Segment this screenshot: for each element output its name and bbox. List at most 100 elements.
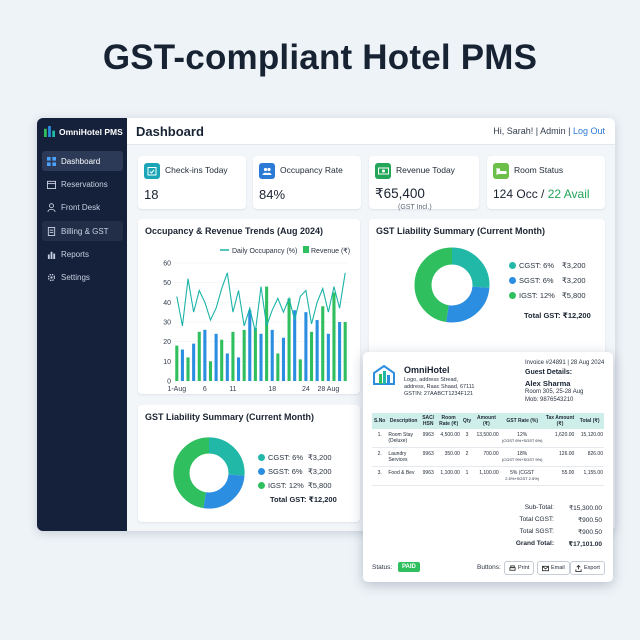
gst-value: ₹5,800: [308, 481, 332, 490]
cell-sac: 9963: [420, 447, 437, 467]
donut-slice: [414, 247, 490, 323]
revenue-bar: [253, 327, 257, 381]
cell-gst-rate: 18% (CGST 9%+SGST 9%): [499, 447, 545, 467]
invoice-address-1: Logo, address Stread,: [404, 377, 459, 383]
buttons-label: Buttons:: [477, 564, 501, 571]
table-row: 2. Laundry Services 9963 350.00 2 700.00…: [372, 447, 604, 467]
gst-card-title: GST Liability Summary (Current Month): [145, 412, 315, 422]
column-header: Qty: [460, 413, 474, 429]
bar-chart-icon: [47, 251, 56, 260]
total-value: ₹900.50: [577, 529, 602, 536]
revenue-bar: [276, 353, 280, 381]
cell-sno: 1.: [372, 429, 388, 448]
revenue-bar: [309, 331, 314, 381]
y-tick-label: 40: [163, 300, 171, 307]
revenue-bar: [326, 333, 330, 381]
cell-rate: 350.00: [436, 447, 461, 467]
gst-value: ₹3,200: [308, 467, 332, 476]
gst-value: ₹5,800: [562, 291, 586, 300]
print-button[interactable]: Print: [504, 561, 535, 575]
email-button[interactable]: Email: [537, 561, 570, 575]
value-separator: /: [537, 187, 548, 201]
revenue-bar: [180, 349, 184, 381]
cell-tax: 126.00: [544, 447, 576, 467]
cell-gst-rate: 12% (CGST 6%+SGST 6%): [499, 429, 545, 448]
gst-rate: 5% (CGST: [510, 470, 535, 476]
sidebar-item-dashboard[interactable]: Dashboard: [42, 151, 123, 171]
y-tick-label: 0: [167, 379, 171, 386]
sidebar-item-settings[interactable]: Settings: [42, 268, 123, 288]
cell-description: Room Stay (Deluxe): [387, 429, 421, 448]
status-badge: PAID: [398, 562, 420, 572]
gst-rate: 18%: [517, 451, 528, 457]
sidebar-item-billing-gst[interactable]: Billing & GST: [42, 221, 123, 242]
y-tick-label: 30: [163, 320, 171, 327]
revenue-bar: [304, 312, 308, 381]
gst-total: Total GST: ₹12,200: [270, 495, 337, 504]
gst-label: SGST: 6%: [519, 276, 554, 285]
cell-sno: 3.: [372, 466, 388, 486]
cell-amount: 700.00: [473, 447, 500, 467]
trend-chart: Daily Occupancy (%) Revenue (₹) 0 10 20 30 40 5…: [163, 246, 350, 393]
revenue-bar: [186, 357, 190, 381]
brand-name: OmniHotel PMS: [59, 126, 123, 137]
cell-amount: 13,500.00: [473, 429, 500, 448]
kpi-value: ₹65,400: [375, 186, 425, 201]
gst-label: IGST: 12%: [268, 481, 304, 490]
calendar-icon: [47, 180, 56, 189]
legend-swatch: [509, 292, 516, 299]
sidebar-item-reservations[interactable]: Reservations: [42, 174, 123, 194]
revenue-bar: [343, 322, 347, 381]
revenue-bar: [242, 329, 246, 381]
chart-legend: Daily Occupancy (%) Revenue (₹): [220, 246, 350, 255]
brand[interactable]: OmniHotel PMS: [44, 126, 123, 137]
y-tick-label: 50: [163, 280, 171, 287]
topbar: Dashboard Hi, Sarah! | Admin | Log Out: [127, 118, 615, 145]
trend-chart-title: Occupancy & Revenue Trends (Aug 2024): [145, 226, 324, 236]
total-label: Sub-Total:: [524, 504, 554, 511]
document-icon: [47, 226, 56, 236]
total-value: ₹900.50: [577, 517, 602, 524]
sidebar-item-reports[interactable]: Reports: [42, 245, 123, 265]
export-button[interactable]: Export: [570, 561, 605, 575]
cell-amount: 1,100.00: [473, 466, 500, 486]
cell-qty: 1: [460, 466, 474, 486]
revenue-bar: [315, 320, 319, 381]
kpi-card-occupancy[interactable]: Occupancy Rate 84%: [253, 156, 361, 209]
x-tick-label: 1-Aug: [167, 386, 186, 393]
sidebar-item-front-desk[interactable]: Front Desk: [42, 198, 123, 218]
cell-sno: 2.: [372, 447, 388, 467]
sidebar-item-label: Settings: [61, 273, 90, 283]
status-label: Status:: [372, 564, 393, 571]
cell-description: Food & Bev: [387, 466, 421, 486]
kpi-card-revenue[interactable]: Revenue Today ₹65,400 (GST Incl.): [369, 156, 479, 211]
y-tick-label: 20: [163, 339, 171, 346]
total-value: ₹17,101.00: [568, 541, 602, 548]
legend-bar-swatch: [303, 246, 309, 253]
revenue-bar: [214, 333, 218, 381]
donut-slice: [173, 437, 245, 509]
envelope-icon: [542, 565, 549, 571]
gst-summary-card: GST Liability Summary (Current Month) CG…: [369, 219, 605, 364]
revenue-bar: [298, 359, 302, 381]
kpi-card-checkins[interactable]: Check-ins Today 18: [138, 156, 246, 209]
total-label: Total CGST:: [519, 516, 554, 523]
gst-donut-chart: [414, 247, 490, 323]
gst-legend-sgst: SGST: 6% ₹3,200: [509, 276, 586, 285]
gst-label: CGST: 6%: [268, 453, 304, 462]
total-sgst-row: Total SGST: ₹900.50: [372, 528, 602, 536]
gst-note: (CGST 6%+SGST 6%): [501, 438, 543, 443]
revenue-bar: [237, 357, 241, 381]
revenue-bar: [248, 310, 252, 381]
button-label: Export: [584, 565, 600, 571]
guest-mobile: Mob: 9876543210: [525, 397, 574, 403]
logout-link[interactable]: Log Out: [572, 126, 605, 136]
column-header: Description: [387, 413, 421, 429]
legend-swatch: [258, 468, 265, 475]
page-title: Dashboard: [136, 124, 204, 139]
total-label: Total SGST:: [519, 528, 554, 535]
cell-total: 826.00: [575, 447, 604, 467]
revenue-bar: [265, 286, 269, 381]
kpi-label: Revenue Today: [396, 165, 455, 175]
kpi-card-room-status[interactable]: Room Status 124 Occ / 22 Avail: [487, 156, 605, 209]
